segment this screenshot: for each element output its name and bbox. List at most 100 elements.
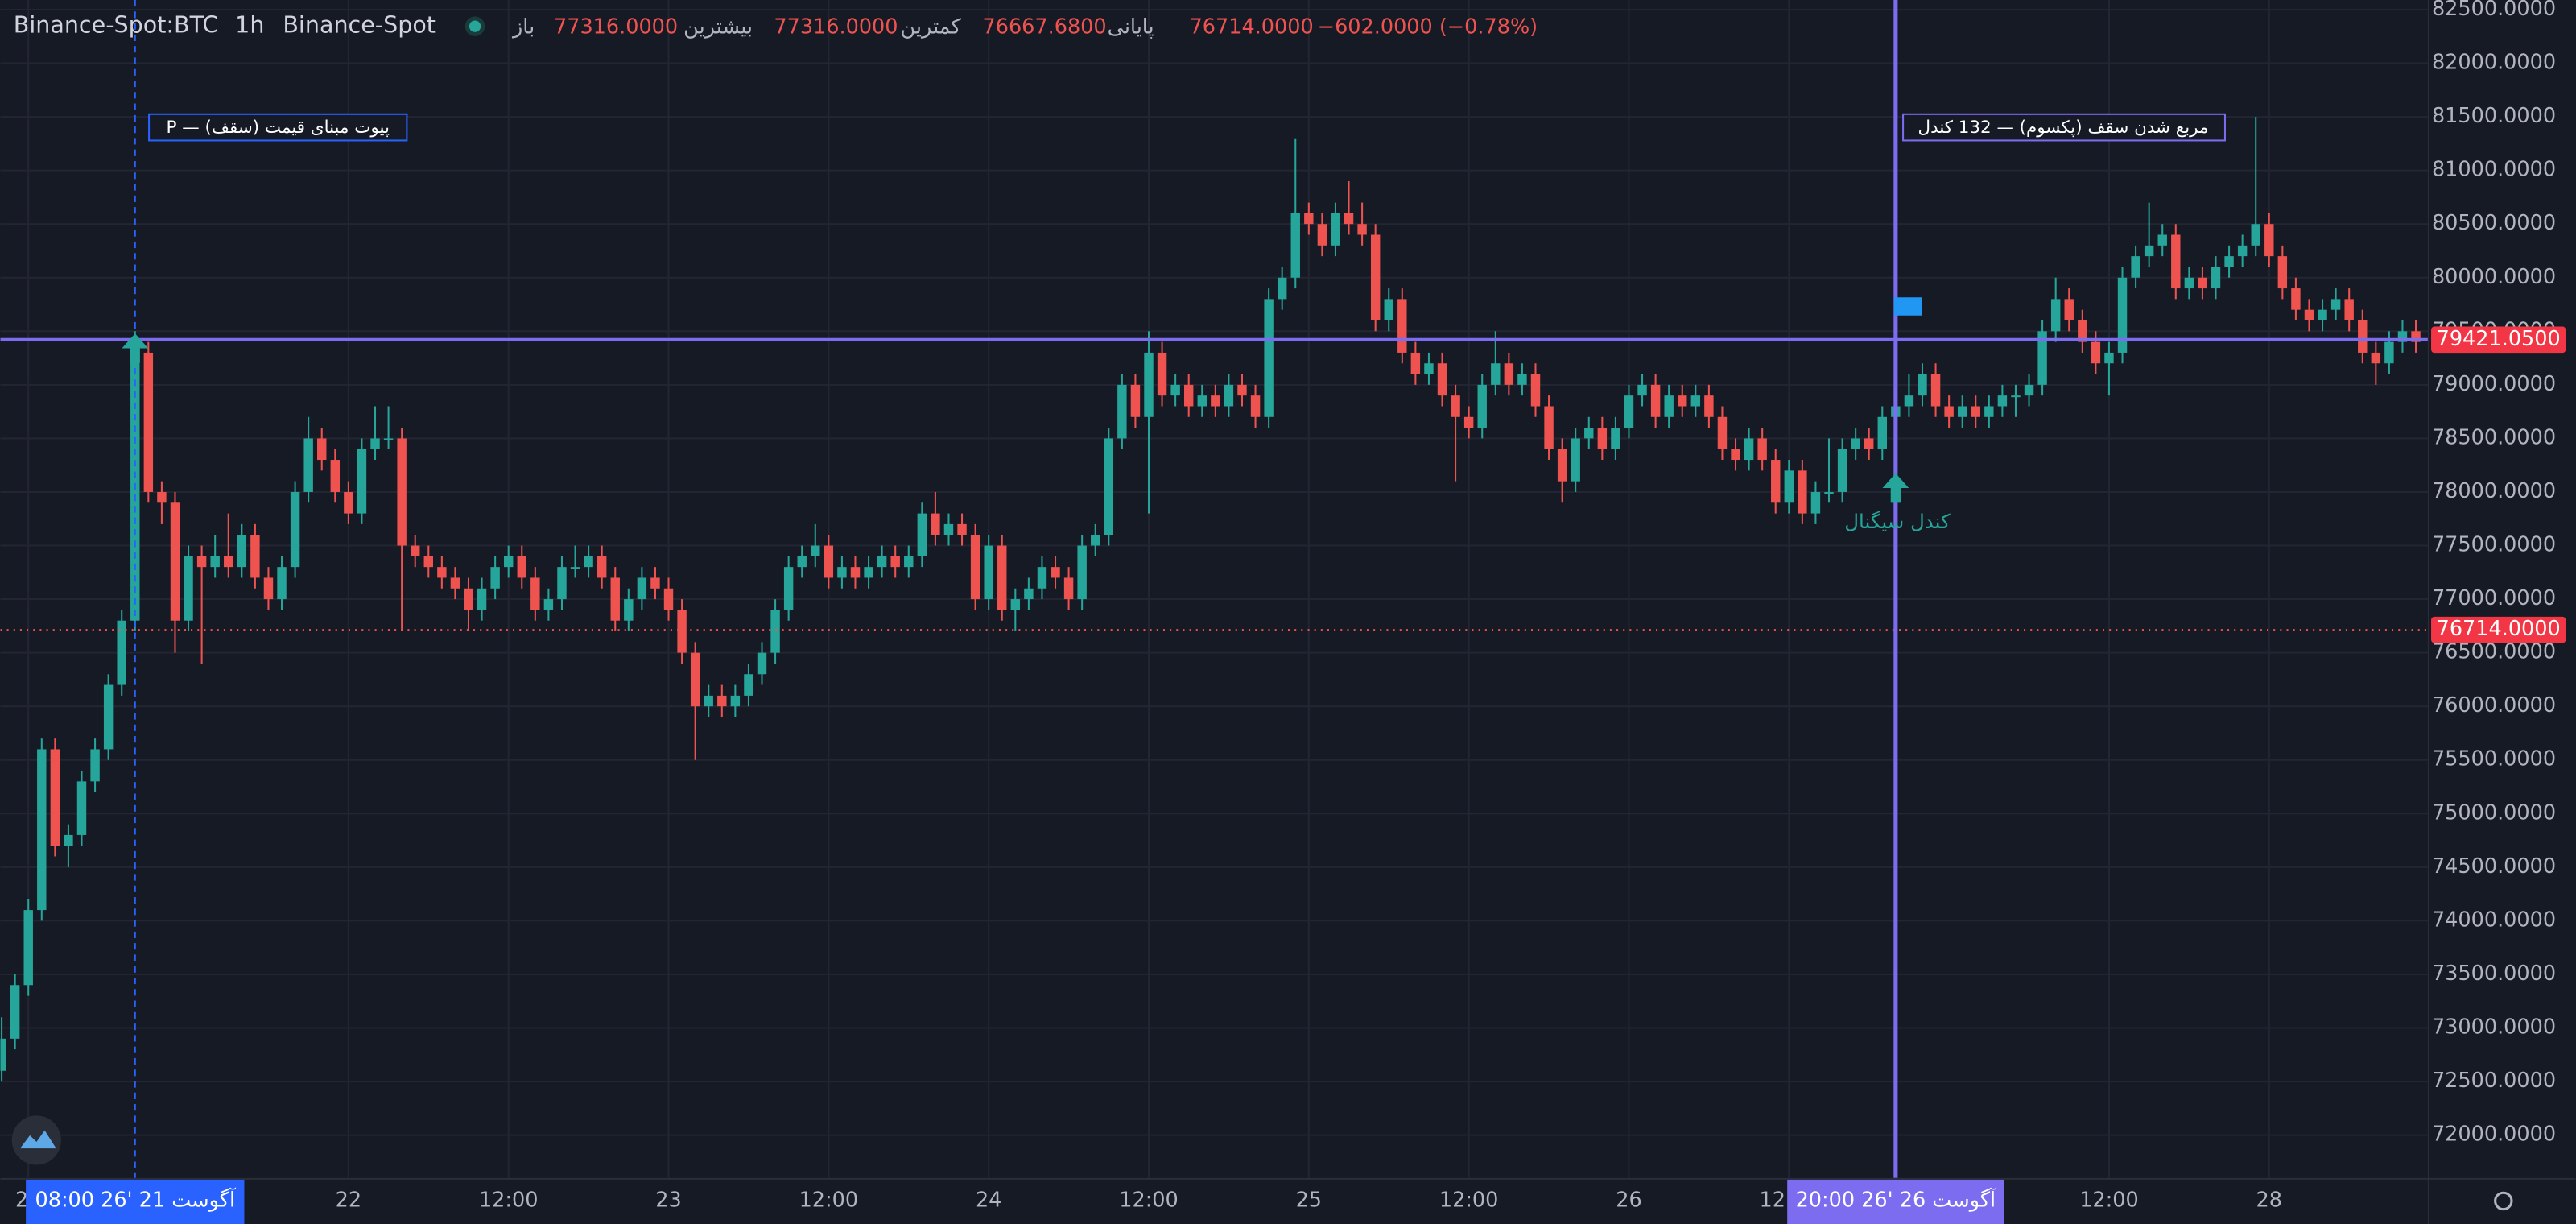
candle-body (1971, 406, 1980, 417)
candle-body (2131, 256, 2140, 278)
candle-body (1264, 299, 1274, 417)
candle-body (2011, 395, 2021, 398)
x-tick-label: 12:00 (479, 1188, 539, 1212)
y-tick-label: 72500.0000 (2432, 1069, 2556, 1093)
y-tick-label: 81500.0000 (2432, 104, 2556, 128)
candle-body (824, 545, 834, 578)
exchange: Binance-Spot (283, 11, 436, 39)
candle-body (2344, 299, 2354, 320)
candle-body (170, 502, 180, 621)
candle-body (1798, 470, 1807, 514)
x-tick-label: 12:00 (1439, 1188, 1498, 1212)
candle-body (1731, 449, 1740, 461)
candle-body (10, 985, 20, 1039)
y-tick-label: 78000.0000 (2432, 479, 2556, 503)
candle-body (704, 695, 713, 707)
y-tick-label: 76500.0000 (2432, 640, 2556, 664)
candle-body (864, 567, 873, 578)
candle-body (464, 588, 473, 610)
candle-body (344, 491, 353, 514)
candle-body (717, 695, 727, 707)
candle-body (811, 545, 820, 556)
annotation: کندل سیگنال (1844, 510, 1951, 533)
candle-body (2224, 256, 2234, 267)
candle-body (904, 556, 914, 568)
candle-body (757, 652, 767, 675)
interval: 1h (235, 11, 264, 39)
y-tick-label: 77500.0000 (2432, 533, 2556, 557)
candle-body (1491, 363, 1501, 385)
candle-body (2171, 234, 2181, 289)
candle-body (2064, 299, 2074, 320)
settings[interactable] (2494, 1191, 2513, 1211)
candle-body (1824, 491, 1834, 494)
candle-body (2291, 288, 2301, 310)
candle-body (1771, 460, 1781, 503)
candle-body (1997, 395, 2008, 407)
candle-body (1197, 395, 1207, 407)
candle-body (663, 588, 674, 610)
y-tick-label: 72000.0000 (2432, 1123, 2556, 1147)
candle-body (1544, 406, 1554, 449)
candle-body (690, 652, 700, 707)
candle-body (1144, 352, 1154, 417)
candle-body (423, 556, 433, 568)
candle-body (557, 567, 567, 600)
candle-body (877, 556, 887, 568)
candle-body (984, 545, 993, 600)
candle-body (1704, 395, 1714, 417)
y-tick-label: 80000.0000 (2432, 265, 2556, 289)
candle-body (397, 438, 407, 546)
candle-body (157, 491, 167, 503)
candle-body (1290, 213, 1300, 278)
x-tick-label: 24 (976, 1188, 1001, 1212)
candle-body (1451, 395, 1460, 417)
logo (11, 1115, 61, 1165)
candle-body (957, 523, 967, 536)
candle-body (290, 491, 300, 568)
candle-body (1477, 384, 1487, 428)
candle-body (783, 567, 794, 610)
candle-body (1410, 352, 1421, 374)
candle-body (1211, 395, 1220, 407)
x-tick-label: 22 (336, 1188, 361, 1212)
x-tick-label: 12:00 (1119, 1188, 1179, 1212)
candle-body (490, 567, 500, 589)
candle-body (1024, 588, 1034, 600)
candle-body (224, 556, 233, 568)
candle-body (1104, 438, 1114, 536)
price-label: 79421.0500 (2437, 327, 2561, 351)
price-label-box (2431, 616, 2566, 643)
y-tick-label: 74000.0000 (2432, 908, 2556, 932)
y-tick-label: 76000.0000 (2432, 693, 2556, 717)
candle-body (570, 567, 580, 569)
candle-body (277, 567, 287, 600)
ohlc-value: 77316.0000 (774, 15, 898, 39)
price-label: 76714.0000 (2437, 617, 2561, 641)
y-tick-label: 79000.0000 (2432, 372, 2556, 396)
annotation-box (1902, 113, 2226, 142)
candle-body (730, 695, 741, 707)
settings-icon[interactable] (2494, 1191, 2513, 1211)
x-tick-label: 12:00 (799, 1188, 859, 1212)
candle-body (1784, 470, 1794, 503)
candle-body (1370, 234, 1381, 320)
candle-body (2104, 352, 2114, 364)
candle-body (2371, 352, 2381, 364)
legend-header: Binance-Spot:BTC 1h Binance-Spot باز 773… (14, 11, 1538, 39)
price-label-box (2431, 326, 2566, 354)
candle-body (2037, 331, 2047, 385)
candle-body (1130, 384, 1141, 417)
signal-arrow (122, 333, 149, 363)
candle-body (1664, 395, 1674, 417)
time-highlight-label: 08:00 26' آگوست 21 (35, 1187, 237, 1212)
candle-body (450, 577, 460, 589)
candle-body (1250, 395, 1261, 417)
signal-arrow (1882, 473, 1909, 503)
ohlc-value: 76714.0000 (1190, 15, 1314, 39)
candle-body (1678, 395, 1687, 407)
candle-body (517, 556, 526, 578)
candle-body (1957, 406, 1967, 417)
candle-body (543, 599, 554, 610)
